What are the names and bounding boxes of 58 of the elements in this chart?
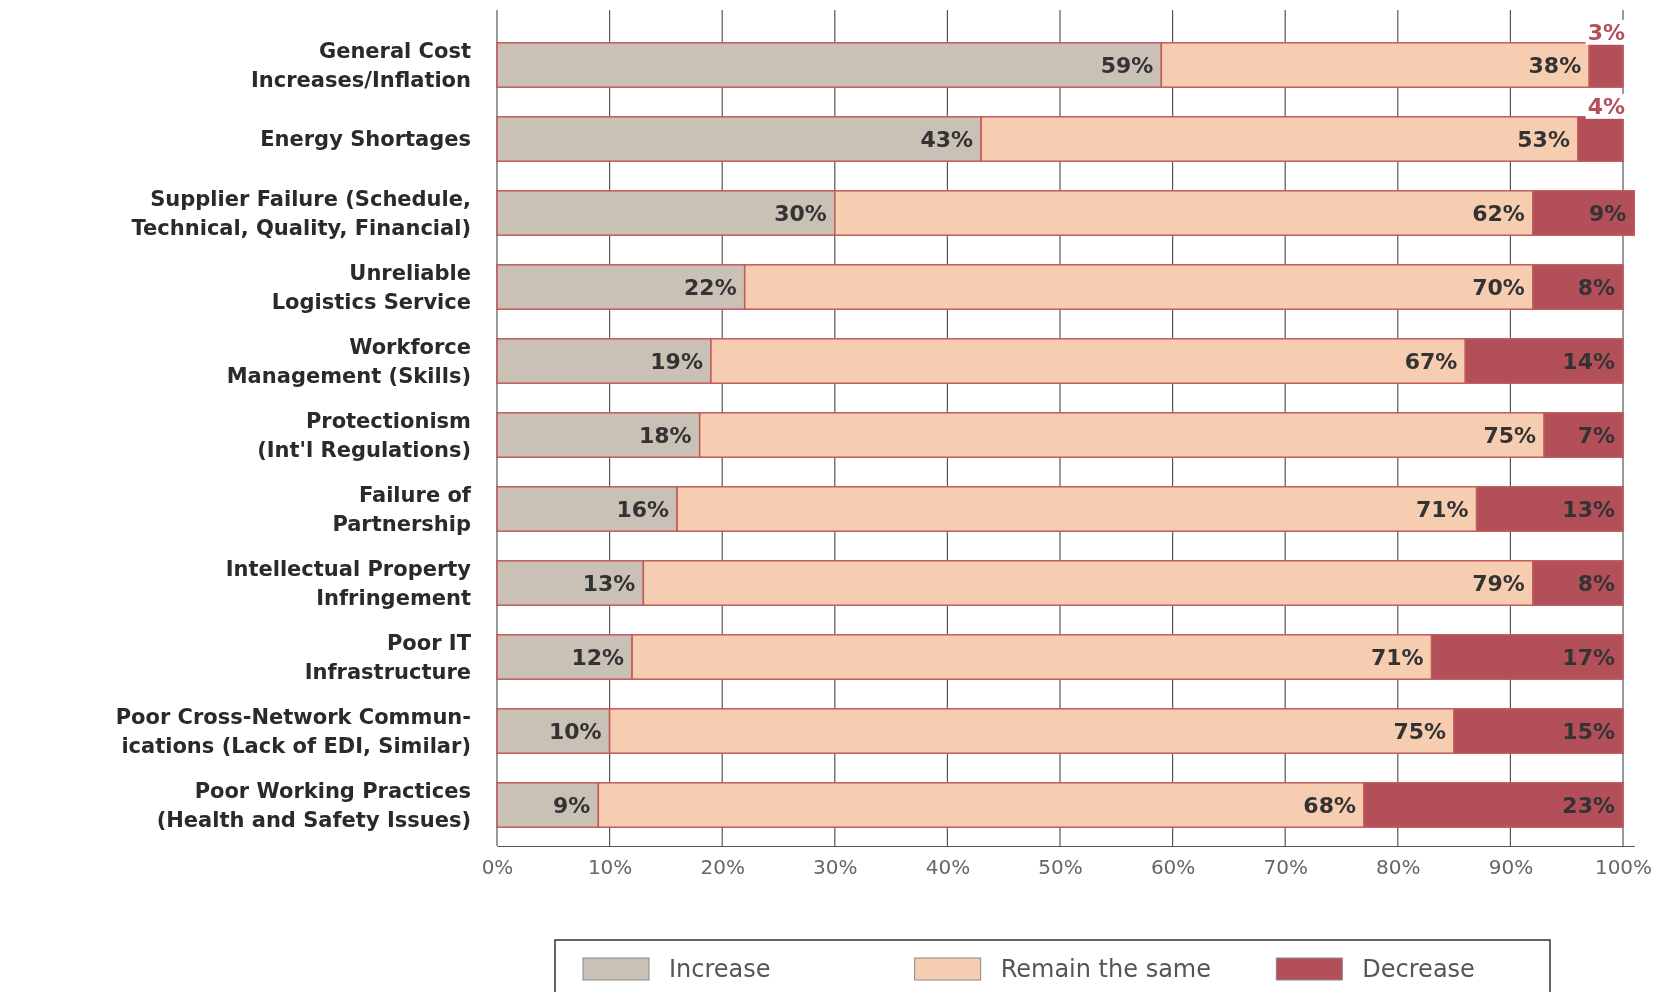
data-label: 75% (1483, 423, 1537, 448)
data-label: 8% (1577, 571, 1615, 596)
data-label: 68% (1303, 793, 1357, 818)
data-label: 71% (1370, 645, 1424, 670)
data-label: 13% (582, 571, 636, 596)
data-label: 9% (1588, 201, 1627, 226)
y-tick-label: General Cost Increases/Inflation (250, 38, 471, 92)
data-label: 10% (548, 719, 602, 744)
data-label: 16% (616, 497, 670, 522)
data-label: 70% (1472, 275, 1525, 300)
y-tick-label: Workforce Management (Skills) (226, 334, 471, 388)
x-tick-label: 30% (813, 855, 858, 880)
data-label: 71% (1415, 497, 1469, 522)
data-label: 7% (1577, 423, 1615, 448)
data-label: 67% (1404, 349, 1458, 374)
data-label: 14% (1562, 349, 1615, 374)
data-label: 9% (552, 793, 591, 818)
legend-label: Decrease (1362, 955, 1475, 983)
data-label: 59% (1100, 53, 1154, 78)
x-tick-label: 100% (1594, 855, 1653, 880)
x-tick-label: 80% (1376, 855, 1421, 880)
x-tick-label: 10% (587, 855, 633, 880)
y-tick-label: Intellectual Property Infringement (225, 556, 472, 610)
data-label: 43% (920, 127, 974, 152)
data-label: 15% (1562, 719, 1615, 744)
x-tick-label: 60% (1150, 855, 1196, 880)
data-label: 13% (1562, 497, 1615, 522)
y-tick-label: Poor Working Practices (Health and Safety Issues) (156, 778, 471, 832)
data-label: 18% (639, 423, 692, 448)
legend-label: Remain the same (1000, 955, 1211, 983)
x-tick-label: 50% (1038, 855, 1083, 880)
x-tick-label: 0% (481, 855, 514, 880)
data-label: 53% (1517, 127, 1570, 152)
data-label: 22% (684, 275, 737, 300)
data-label: 19% (650, 349, 703, 374)
y-tick-label: Poor IT Infrastructure (304, 630, 472, 684)
x-tick-label: 90% (1488, 855, 1534, 880)
y-tick-label: Failure of Partnership (332, 482, 472, 536)
data-label: 12% (571, 645, 625, 670)
data-label: 3% (1587, 19, 1625, 45)
data-label: 75% (1393, 719, 1447, 744)
data-label: 4% (1587, 93, 1625, 119)
data-label: 17% (1562, 645, 1615, 670)
x-tick-label: 40% (925, 855, 971, 880)
data-label: 23% (1562, 793, 1615, 818)
data-label: 38% (1528, 53, 1582, 78)
legend-label: Increase (669, 955, 771, 983)
y-tick-label: Protectionism (Int'l Regulations) (257, 408, 471, 462)
y-tick-label: Poor Cross-Network Commun- ications (Lack of EDI, Similar) (115, 704, 471, 758)
x-tick-label: 20% (700, 855, 745, 880)
y-tick-label: Energy Shortages (260, 127, 471, 151)
x-tick-label: 70% (1263, 855, 1308, 880)
data-label: 79% (1472, 571, 1525, 596)
y-tick-label: Unreliable Logistics Service (271, 260, 471, 314)
data-label: 30% (774, 201, 827, 226)
data-label: 62% (1472, 201, 1525, 226)
y-tick-label: Supplier Failure (Schedule, Technical, Quality, Financial) (131, 186, 471, 240)
data-label: 8% (1577, 275, 1615, 300)
